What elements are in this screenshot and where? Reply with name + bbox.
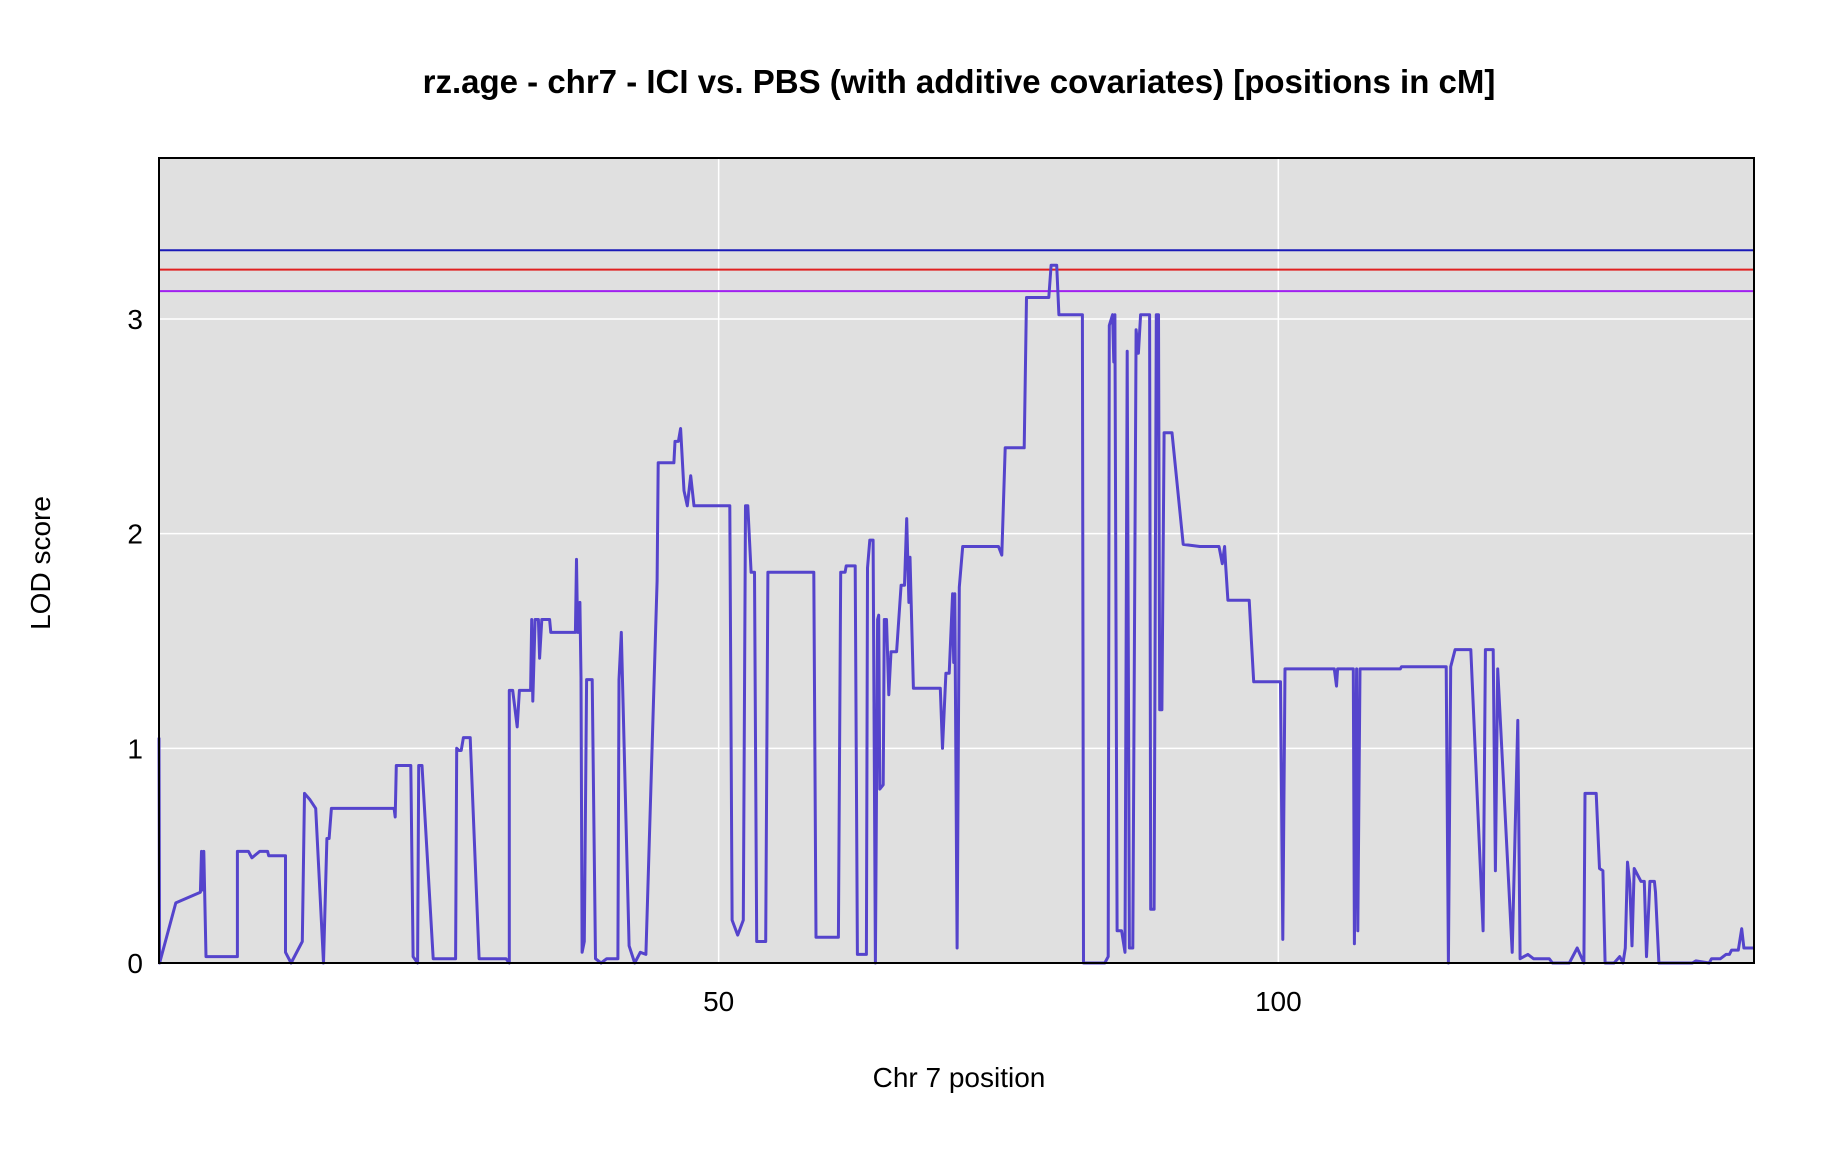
y-tick-label: 3	[127, 304, 143, 335]
y-tick-label: 1	[127, 733, 143, 764]
tick-labels: 0 1 2 3 50 100	[127, 304, 1301, 1017]
lod-series-line	[157, 263, 1754, 965]
y-tick-label: 0	[127, 948, 143, 979]
plot-frame	[158, 157, 1755, 964]
x-tick-label: 50	[703, 986, 734, 1017]
x-axis-label: Chr 7 position	[873, 1062, 1046, 1093]
x-tick-label: 100	[1255, 986, 1302, 1017]
y-tick-label: 2	[127, 519, 143, 550]
threshold-lines	[159, 249, 1754, 293]
y-axis-label: LOD score	[25, 496, 56, 630]
chart-title: rz.age - chr7 - ICI vs. PBS (with additi…	[423, 63, 1496, 100]
